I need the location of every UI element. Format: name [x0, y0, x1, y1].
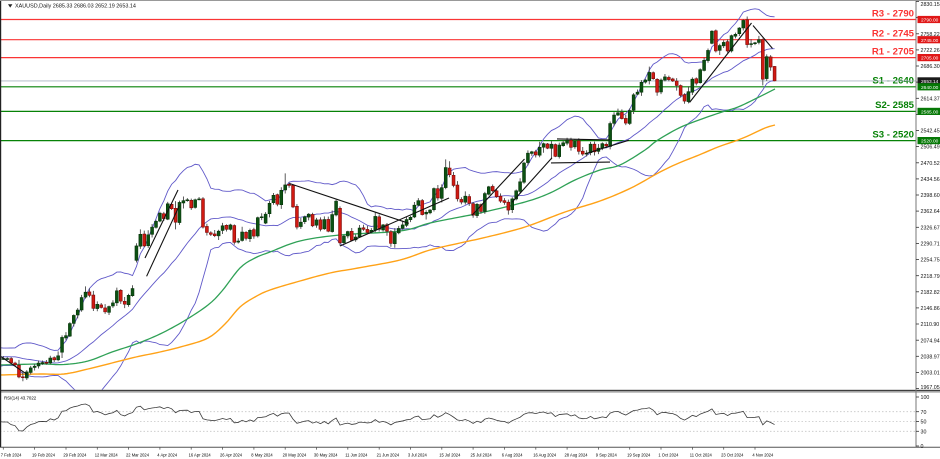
- svg-text:2830.15: 2830.15: [921, 2, 940, 8]
- svg-text:15 Jul 2024: 15 Jul 2024: [439, 452, 461, 457]
- svg-text:30: 30: [921, 429, 927, 435]
- svg-text:2074.94: 2074.94: [921, 338, 940, 344]
- svg-text:2110.90: 2110.90: [921, 322, 940, 328]
- svg-text:2362.64: 2362.64: [921, 209, 940, 215]
- svg-text:2520.00: 2520.00: [921, 139, 939, 145]
- svg-text:7 Feb 2024: 7 Feb 2024: [1, 452, 22, 457]
- svg-text:2790.00: 2790.00: [921, 18, 939, 24]
- svg-text:2003.01: 2003.01: [921, 371, 940, 377]
- svg-text:2326.67: 2326.67: [921, 225, 940, 231]
- svg-text:2758.22: 2758.22: [921, 32, 940, 38]
- svg-text:2722.26: 2722.26: [921, 48, 940, 54]
- svg-text:1967.05: 1967.05: [921, 385, 940, 391]
- svg-text:26 Apr 2024: 26 Apr 2024: [220, 452, 243, 457]
- svg-text:6 Aug 2024: 6 Aug 2024: [502, 452, 523, 457]
- svg-text:22 Mar 2024: 22 Mar 2024: [126, 452, 150, 457]
- svg-text:11 Oct 2024: 11 Oct 2024: [690, 452, 713, 457]
- svg-text:2705.00: 2705.00: [921, 56, 939, 62]
- svg-text:4 Nov 2024: 4 Nov 2024: [752, 452, 774, 457]
- svg-text:2398.60: 2398.60: [921, 193, 940, 199]
- svg-text:R3 - 2790: R3 - 2790: [872, 8, 914, 19]
- svg-text:2745.00: 2745.00: [921, 38, 939, 44]
- svg-text:11 Jun 2024: 11 Jun 2024: [345, 452, 368, 457]
- svg-text:20 May 2024: 20 May 2024: [283, 452, 307, 457]
- svg-text:2218.79: 2218.79: [921, 274, 940, 280]
- svg-text:2653.14: 2653.14: [921, 79, 939, 85]
- svg-text:2290.71: 2290.71: [921, 242, 940, 248]
- svg-text:2542.45: 2542.45: [921, 129, 940, 135]
- svg-text:19 Sep 2024: 19 Sep 2024: [627, 452, 651, 457]
- svg-text:2506.49: 2506.49: [921, 145, 940, 151]
- svg-text:4 Apr 2024: 4 Apr 2024: [157, 452, 178, 457]
- svg-text:2038.97: 2038.97: [921, 354, 940, 360]
- svg-text:S3 - 2520: S3 - 2520: [872, 129, 914, 140]
- svg-text:29 Feb 2024: 29 Feb 2024: [63, 452, 87, 457]
- svg-text:12 Mar 2024: 12 Mar 2024: [95, 452, 119, 457]
- svg-text:30 May 2024: 30 May 2024: [314, 452, 338, 457]
- svg-text:3 Jul 2024: 3 Jul 2024: [408, 452, 428, 457]
- svg-text:9 Sep 2024: 9 Sep 2024: [596, 452, 618, 457]
- svg-text:2640.00: 2640.00: [921, 85, 939, 91]
- svg-text:23 Oct 2024: 23 Oct 2024: [721, 452, 744, 457]
- svg-text:2182.82: 2182.82: [921, 290, 940, 296]
- svg-text:16 Aug 2024: 16 Aug 2024: [533, 452, 557, 457]
- svg-text:R2 - 2745: R2 - 2745: [872, 29, 915, 40]
- svg-text:S2- 2585: S2- 2585: [875, 100, 915, 111]
- svg-text:2470.52: 2470.52: [921, 161, 940, 167]
- svg-text:2254.75: 2254.75: [921, 258, 940, 264]
- svg-text:2614.37: 2614.37: [921, 96, 940, 102]
- svg-text:2585.00: 2585.00: [921, 110, 939, 116]
- svg-text:70: 70: [921, 410, 927, 416]
- svg-text:19 Feb 2024: 19 Feb 2024: [32, 452, 56, 457]
- svg-text:1 Oct 2024: 1 Oct 2024: [658, 452, 679, 457]
- svg-text:16 Apr 2024: 16 Apr 2024: [189, 452, 212, 457]
- svg-text:RSI(14) 43.7022: RSI(14) 43.7022: [4, 396, 37, 401]
- svg-text:R1 - 2705: R1 - 2705: [872, 46, 915, 57]
- svg-text:100: 100: [921, 395, 930, 401]
- svg-text:0: 0: [921, 444, 924, 450]
- svg-text:XAUUSD,Daily 2685.33 2686.03: XAUUSD,Daily 2685.33 2686.03 2652.19 265…: [15, 3, 136, 9]
- svg-text:8 May 2024: 8 May 2024: [251, 452, 273, 457]
- svg-text:2434.56: 2434.56: [921, 177, 940, 183]
- svg-text:21 Jun 2024: 21 Jun 2024: [377, 452, 400, 457]
- svg-text:2146.86: 2146.86: [921, 306, 940, 312]
- svg-text:25 Jul 2024: 25 Jul 2024: [471, 452, 493, 457]
- svg-text:28 Aug 2024: 28 Aug 2024: [565, 452, 589, 457]
- svg-text:2686.30: 2686.30: [921, 64, 940, 70]
- svg-text:50: 50: [921, 420, 927, 426]
